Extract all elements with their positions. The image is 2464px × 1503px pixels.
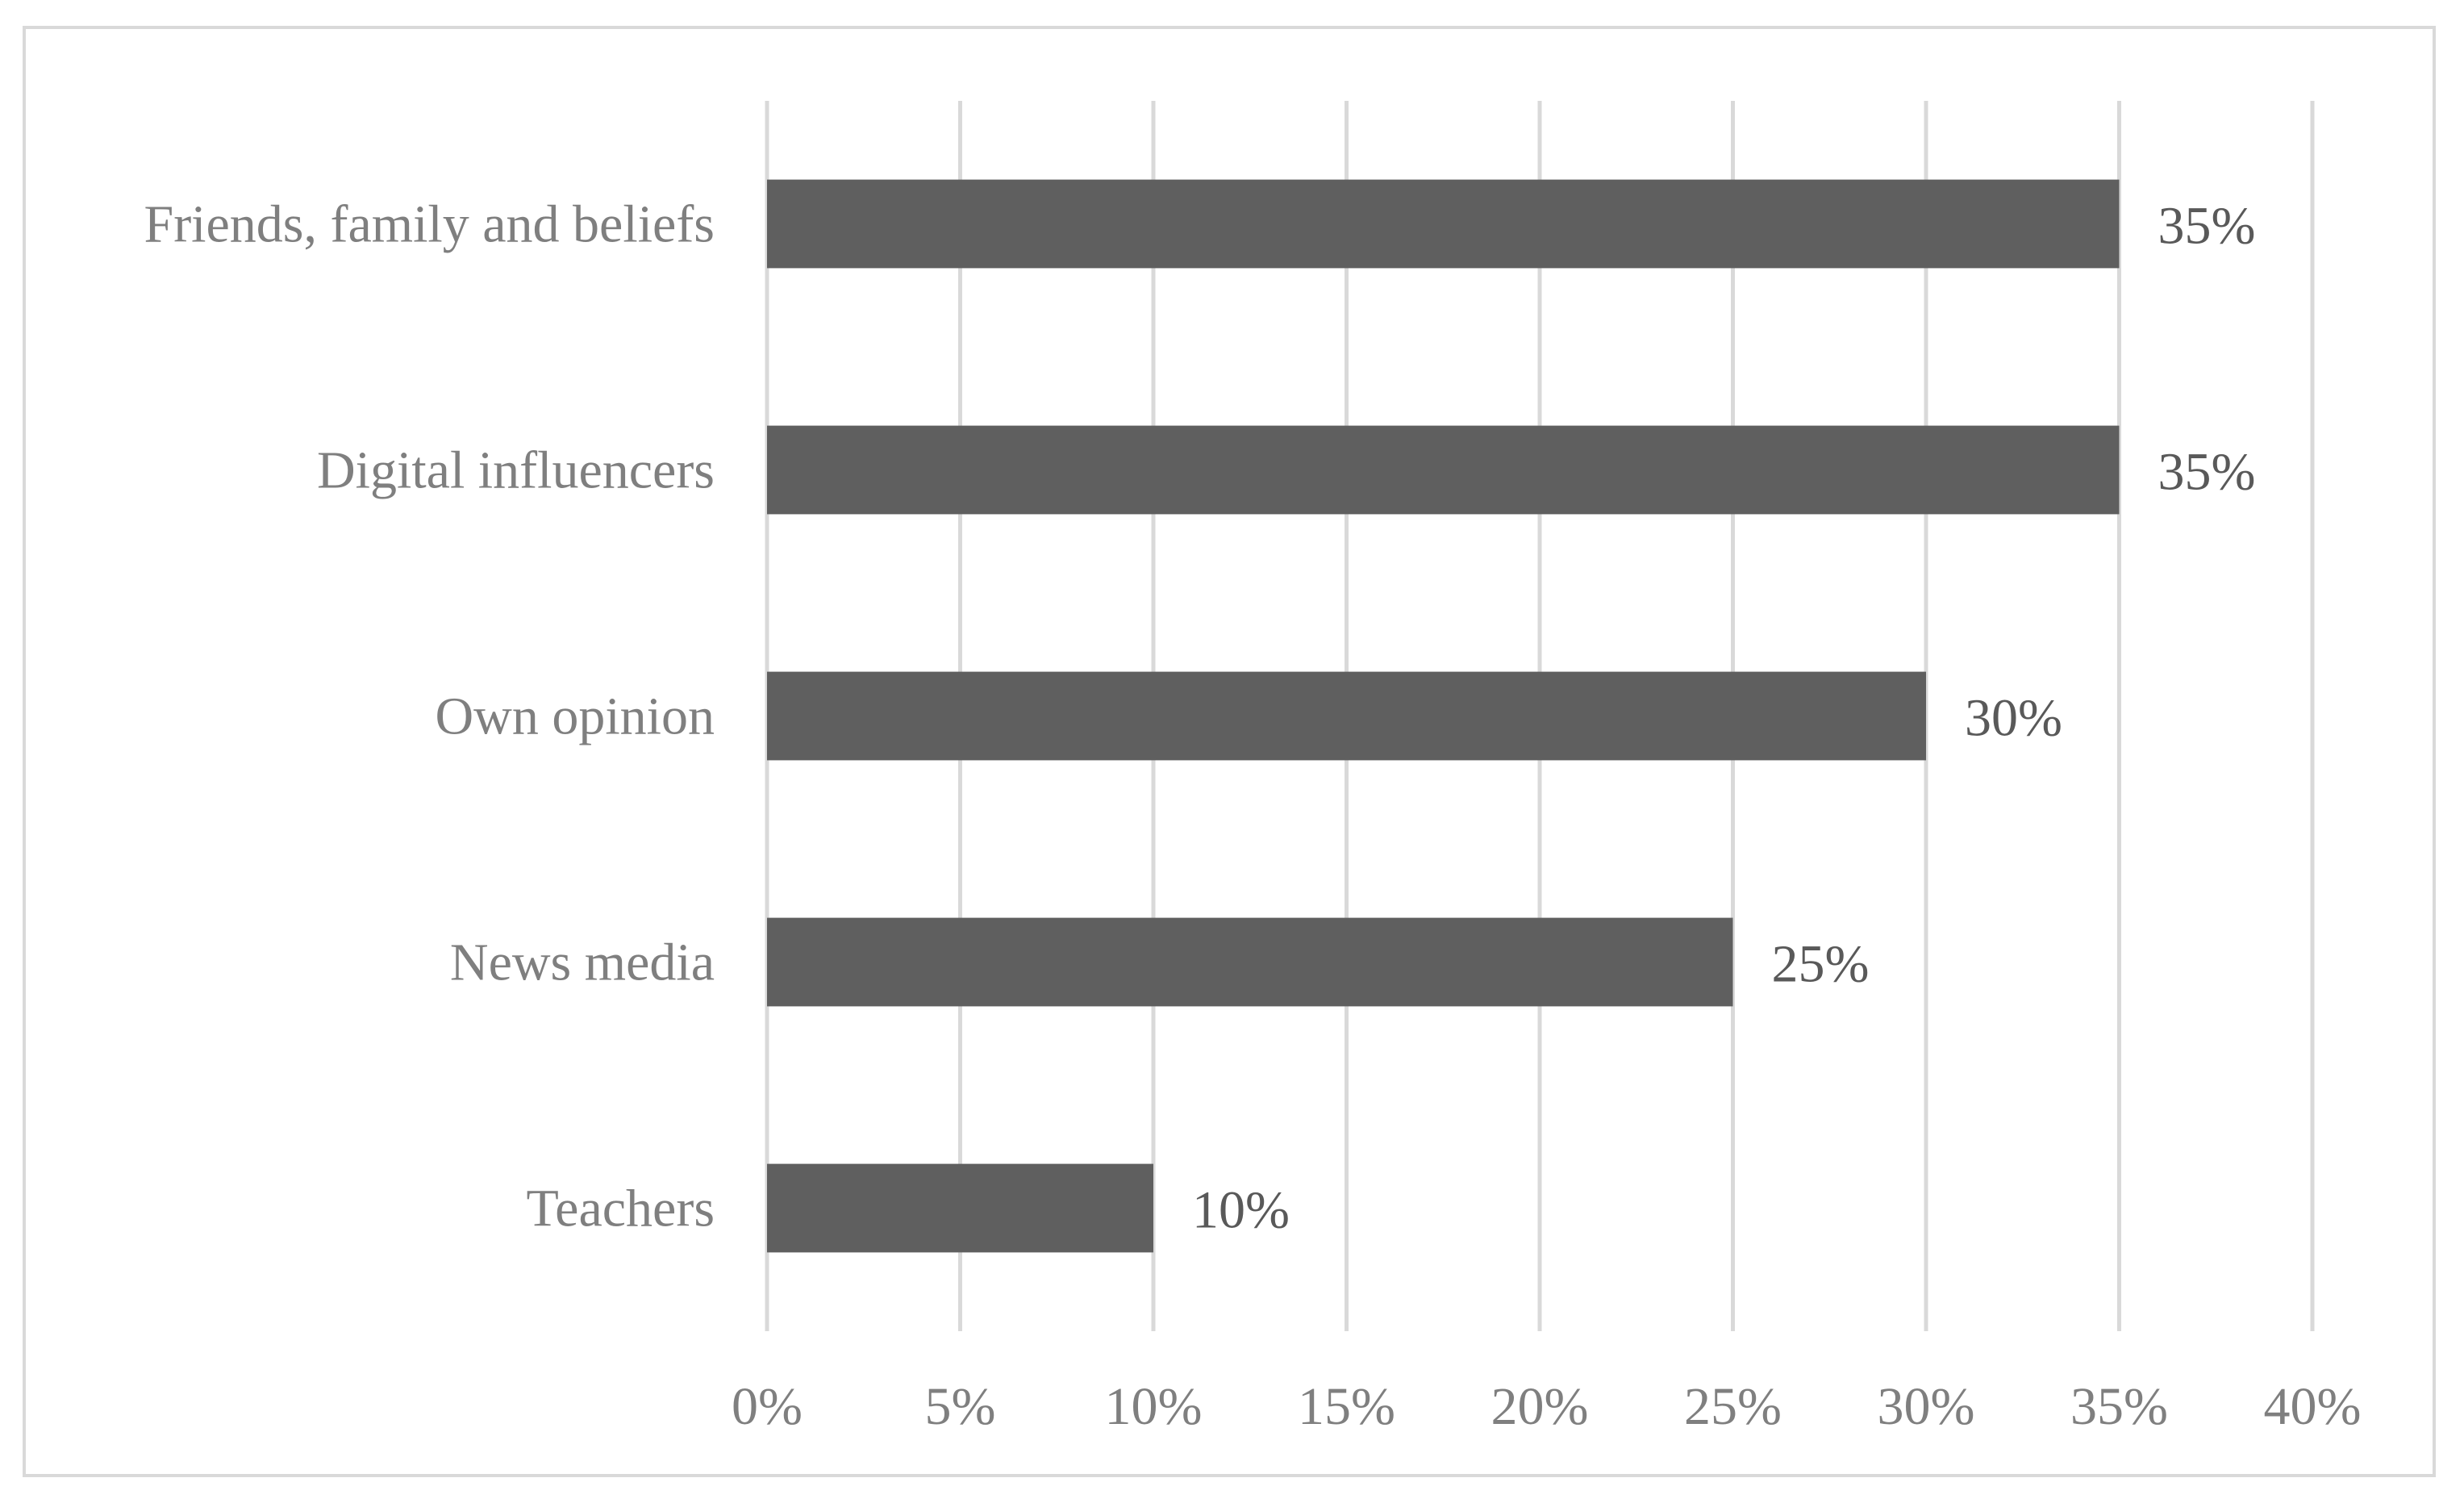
category-label: Teachers <box>526 1179 715 1238</box>
data-label: 10% <box>1192 1181 1290 1240</box>
x-tick-label: 15% <box>1298 1377 1395 1436</box>
x-axis-tick-labels: 0% 5% 10% 15% 20% 25% 30% 35% 40% <box>732 1377 2361 1436</box>
category-label: Friends, family and beliefs <box>144 195 715 254</box>
x-tick-label: 25% <box>1684 1377 1782 1436</box>
bar <box>767 671 1926 761</box>
category-label: Own opinion <box>436 687 715 746</box>
bar <box>767 1163 1153 1253</box>
bars <box>767 179 2120 1253</box>
bar <box>767 917 1733 1007</box>
data-label: 30% <box>1965 689 2062 748</box>
category-label: News media <box>450 933 715 992</box>
x-tick-label: 10% <box>1105 1377 1203 1436</box>
x-tick-label: 40% <box>2264 1377 2362 1436</box>
x-tick-label: 35% <box>2070 1377 2168 1436</box>
category-labels: Friends, family and beliefs Digital influ… <box>144 195 715 1238</box>
data-label: 35% <box>2158 443 2256 502</box>
x-tick-label: 5% <box>925 1377 996 1436</box>
data-labels: 35% 35% 30% 25% 10% <box>1192 197 2255 1240</box>
data-label: 25% <box>1772 935 1870 994</box>
bar <box>767 179 2120 269</box>
x-tick-label: 30% <box>1878 1377 1975 1436</box>
bar <box>767 425 2120 515</box>
x-tick-label: 20% <box>1491 1377 1589 1436</box>
category-label: Digital influencers <box>317 441 715 500</box>
x-tick-label: 0% <box>732 1377 803 1436</box>
data-label: 35% <box>2158 197 2256 256</box>
